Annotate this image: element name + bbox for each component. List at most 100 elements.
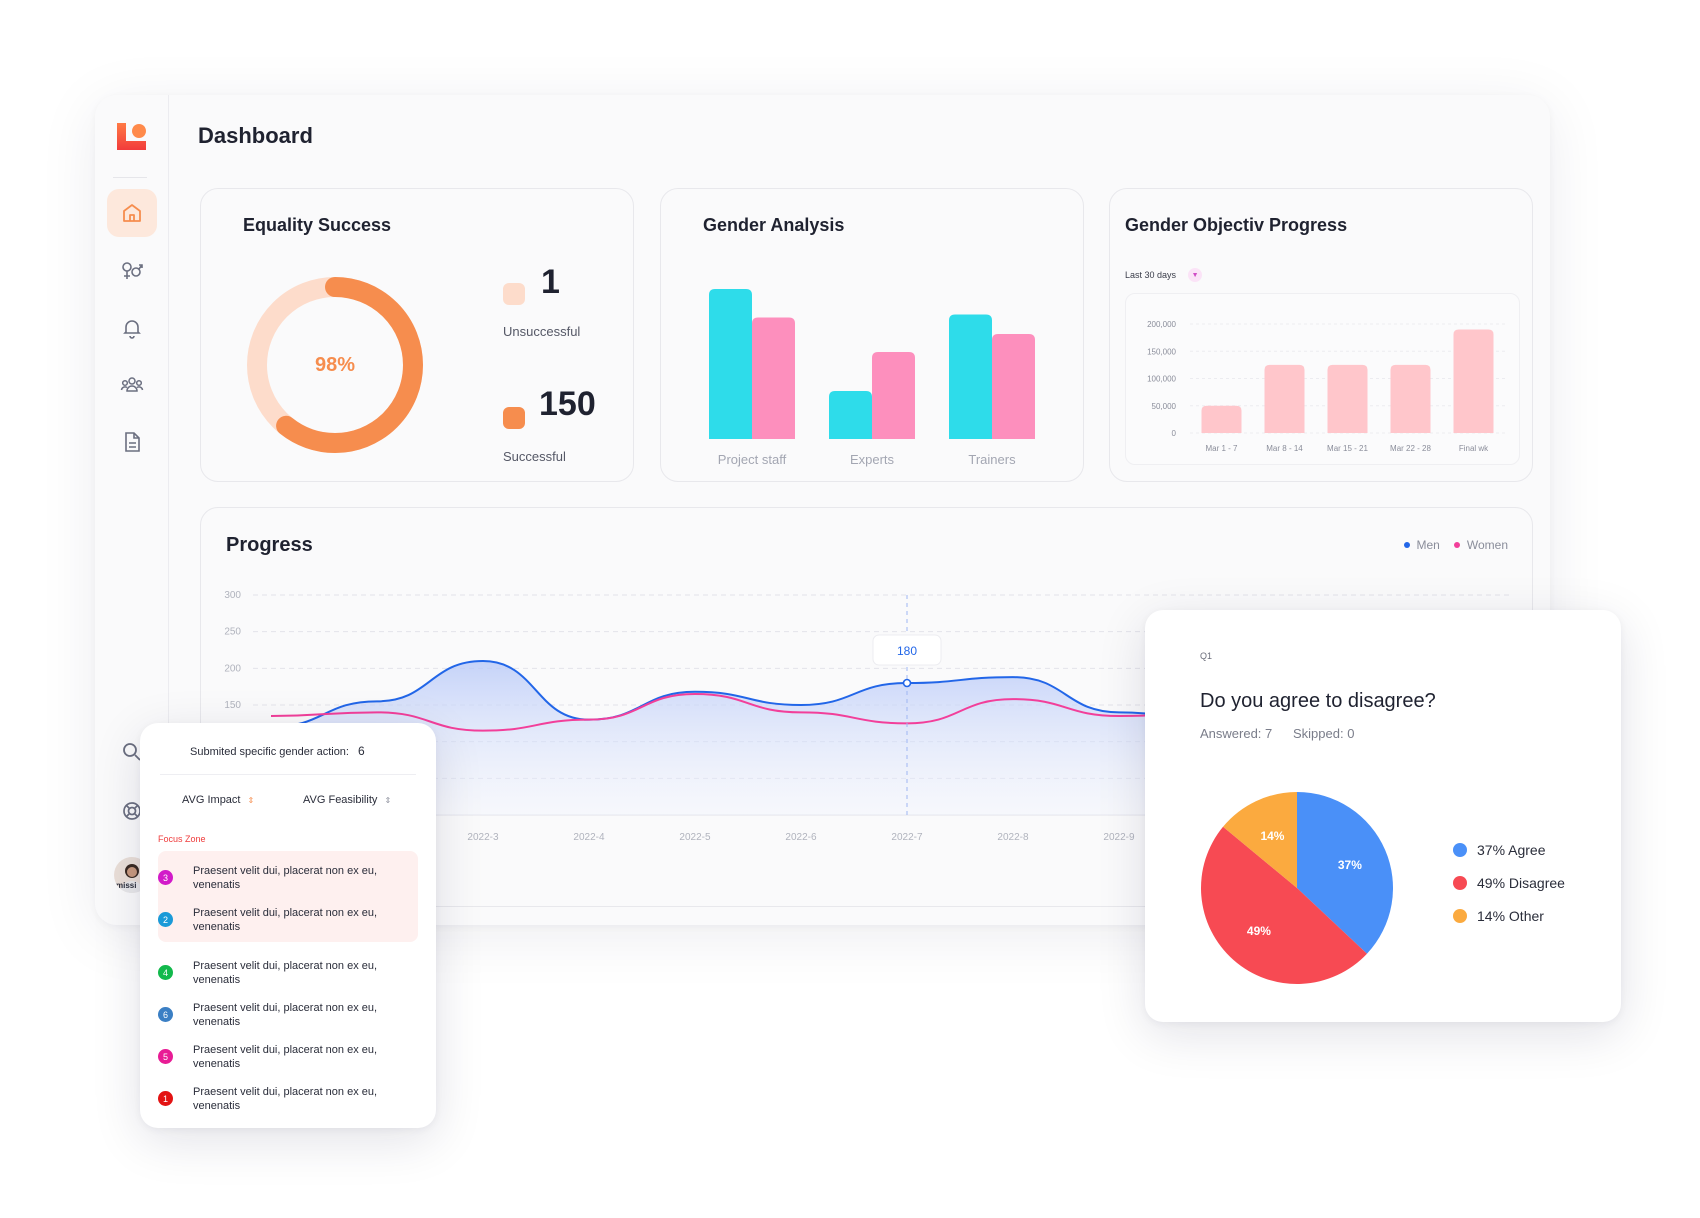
successful-label: Successful [503,449,566,464]
donut-percent: 98% [314,353,356,376]
skipped-count: Skipped: 0 [1293,726,1355,741]
x-tick-label: Experts [850,452,895,467]
focus-panel: Submited specific gender action: 6 AVG I… [140,723,436,1128]
search-icon [123,743,141,761]
submitted-actions-heading: Submited specific gender action: 6 [190,744,365,758]
tooltip-value: 180 [897,644,917,658]
pie-legend-label: 37% Agree [1477,842,1546,858]
x-tick-label: Trainers [968,452,1016,467]
focus-item[interactable]: 1 Praesent velit dui, placerat non ex eu,… [158,1085,398,1113]
bar-0[interactable] [1201,405,1242,433]
question-text: Do you agree to disagree? [1200,690,1436,712]
sidebar-item-home[interactable] [107,189,157,237]
legend-item-men[interactable]: Men [1403,538,1440,552]
focus-item-text: Praesent velit dui, placerat non ex eu, … [193,907,378,933]
legend-dot-men [1403,542,1410,548]
sidebar-item-notifications[interactable] [107,304,157,352]
sidebar-divider [113,177,147,178]
x-tick-label: Final wk [1459,444,1489,453]
date-range-label: Last 30 days [1125,270,1177,280]
survey-panel: Q1 Do you agree to disagree? Answered: 7… [1145,610,1621,1022]
equality-success-card: Equality Success 98% 1 Unsuccessful 150 … [200,188,634,482]
successful-count: 150 [539,385,596,423]
sidebar-item-team[interactable] [107,361,157,409]
pie-slice-label: 14% [1260,829,1284,843]
gender-analysis-title: Gender Analysis [703,215,845,235]
focus-item[interactable]: 4 Praesent velit dui, placerat non ex eu,… [158,959,398,987]
y-tick-label: 100,000 [1147,375,1176,384]
pie-legend-dot [1453,876,1467,890]
x-tick-label: 2022-9 [1103,832,1135,843]
bar-3[interactable] [1390,364,1431,433]
avg-impact-label: AVG Impact [182,794,241,806]
team-icon [120,377,144,392]
home-icon [123,204,141,222]
objective-progress-card: Gender Objectiv Progress Last 30 days ▼ … [1109,188,1533,482]
y-tick-label: 150,000 [1147,347,1176,356]
sidebar-item-search[interactable] [107,728,157,776]
pie-legend-dot [1453,909,1467,923]
progress-legend: Men Women [1403,538,1508,552]
sort-avg-feasibility[interactable]: AVG Feasibility ⇕ [303,794,391,806]
x-tick-label: Mar 15 - 21 [1327,444,1368,453]
gender-icon [122,262,143,279]
pie-slice-other[interactable] [1223,792,1297,888]
donut-success-arc [247,277,423,453]
sidebar-item-documents[interactable] [107,418,157,466]
bar-4[interactable] [1453,329,1494,433]
panel-divider [160,774,416,775]
date-range-filter[interactable]: Last 30 days ▼ [1125,268,1203,282]
gender-analysis-chart: Project staff Experts Trainers [709,289,1035,467]
bar-2[interactable] [1327,364,1368,433]
legend-dot-women [1453,542,1460,548]
data-point-highlight[interactable] [902,678,912,688]
progress-title: Progress [226,534,313,556]
bar-experts-1[interactable] [872,352,915,439]
avg-feasibility-label: AVG Feasibility [303,794,378,806]
pie-legend-item-agree[interactable]: 37% Agree [1453,842,1546,858]
focus-item[interactable]: 5 Praesent velit dui, placerat non ex eu,… [158,1043,398,1071]
focus-item[interactable]: 2 Praesent velit dui, placerat non ex eu,… [158,906,398,934]
tooltip-box [872,634,942,666]
focus-item-badge: 4 [158,965,173,980]
pie-legend-label: 49% Disagree [1477,875,1565,891]
pie-legend-item-disagree[interactable]: 49% Disagree [1453,875,1565,891]
x-tick-label: Mar 22 - 28 [1390,444,1431,453]
gender-analysis-card: Gender Analysis Project staff Experts Trai… [660,188,1084,482]
unsuccessful-swatch [503,283,525,305]
pie-slice-label: 37% [1338,858,1362,872]
pie-legend-dot [1453,843,1467,857]
y-tick-label: 200 [224,663,241,674]
focus-item-text: Praesent velit dui, placerat non ex eu, … [193,1044,378,1070]
sort-avg-impact[interactable]: AVG Impact ⇕ [182,794,254,806]
focus-item-badge: 1 [158,1091,173,1106]
progress-chart: 300250200150100502022-32022-42022-52022-… [224,590,1511,843]
focus-item-text: Praesent velit dui, placerat non ex eu, … [193,865,378,891]
pie-slice-agree[interactable] [1297,792,1393,954]
bar-trainers-0[interactable] [949,314,992,440]
focus-zone-highlight [158,851,418,942]
bar-trainers-1[interactable] [992,334,1035,439]
pie-legend-item-other[interactable]: 14% Other [1453,908,1544,924]
men-area [271,661,1331,815]
focus-item[interactable]: 3 Praesent velit dui, placerat non ex eu,… [158,864,398,892]
bar-project-staff-1[interactable] [752,317,795,440]
sort-icon: ⇕ [247,796,255,805]
bar-project-staff-0[interactable] [709,289,752,439]
sidebar-item-gender[interactable] [107,247,157,295]
y-tick-label: 0 [1172,429,1177,438]
legend-item-women[interactable]: Women [1453,538,1508,552]
legend-label-women: Women [1466,538,1508,552]
focus-item[interactable]: 6 Praesent velit dui, placerat non ex eu,… [158,1001,398,1029]
survey-pie-chart: 37% 49% 14% [1201,792,1393,984]
objective-progress-title: Gender Objectiv Progress [1125,215,1348,235]
bar-1[interactable] [1264,364,1305,433]
submitted-actions-count: 6 [358,744,365,758]
y-tick-label: 200,000 [1147,320,1176,329]
pie-slice-disagree[interactable] [1201,826,1367,984]
page-title: Dashboard [198,123,313,148]
avatar-text: missi [116,881,137,890]
x-tick-label: 2022-8 [997,832,1029,843]
y-tick-label: 150 [224,700,241,711]
bar-experts-0[interactable] [829,391,872,439]
